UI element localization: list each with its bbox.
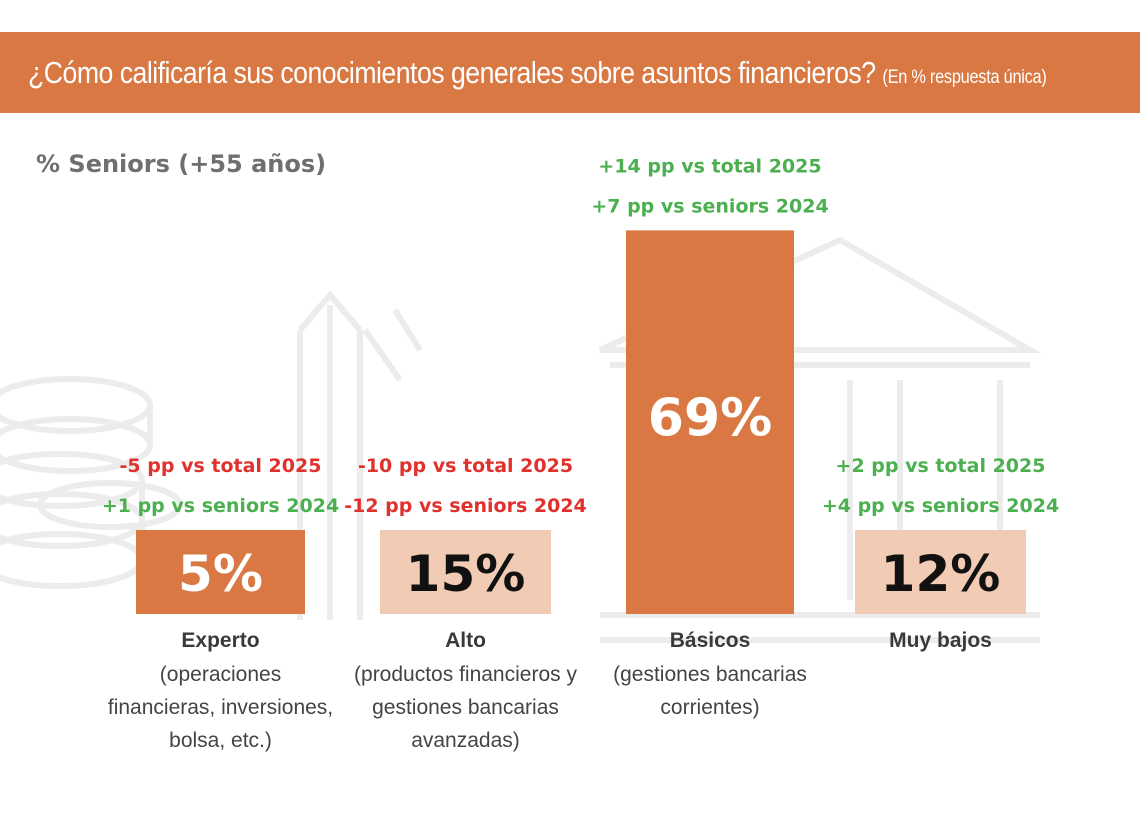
bar-2 <box>626 230 794 615</box>
category-description: corrientes) <box>660 696 759 719</box>
coins-icon <box>0 376 183 589</box>
comparison-label: -5 pp vs total 2025 <box>120 455 322 477</box>
category-description: (gestiones bancarias <box>613 663 807 686</box>
category-label: Muy bajos <box>889 629 992 652</box>
category-label: Básicos <box>670 629 751 652</box>
comparison-label: +2 pp vs total 2025 <box>836 455 1046 477</box>
category-description: (operaciones <box>160 663 281 686</box>
bar-value-label: 12% <box>881 545 1001 603</box>
chart-title-note: (En % respuesta única) <box>882 66 1047 88</box>
chart-title-text: ¿Cómo calificaría sus conocimientos gene… <box>28 54 876 90</box>
category-description: bolsa, etc.) <box>169 729 272 752</box>
chart-title: ¿Cómo calificaría sus conocimientos gene… <box>28 55 1047 91</box>
title-banner: ¿Cómo calificaría sus conocimientos gene… <box>0 32 1140 113</box>
comparison-label: +4 pp vs seniors 2024 <box>822 495 1059 517</box>
comparison-label: -12 pp vs seniors 2024 <box>344 495 587 517</box>
category-description: financieras, inversiones, <box>108 696 333 719</box>
comparison-label: +7 pp vs seniors 2024 <box>591 195 828 217</box>
comparison-label: +14 pp vs total 2025 <box>598 155 821 177</box>
category-label: Experto <box>181 629 259 652</box>
category-label: Alto <box>445 629 486 652</box>
chart-subtitle: % Seniors (+55 años) <box>36 150 327 178</box>
category-description: gestiones bancarias <box>372 696 559 719</box>
bar-value-label: 69% <box>648 388 772 448</box>
comparison-label: -10 pp vs total 2025 <box>358 455 573 477</box>
comparison-label: +1 pp vs seniors 2024 <box>102 495 339 517</box>
category-description: (productos financieros y <box>354 663 577 686</box>
bar-3 <box>855 530 1026 614</box>
bar-value-label: 15% <box>406 545 526 603</box>
bar-1 <box>380 530 551 614</box>
category-description: avanzadas) <box>411 729 520 752</box>
bar-0 <box>136 530 305 614</box>
bar-value-label: 5% <box>178 545 263 603</box>
